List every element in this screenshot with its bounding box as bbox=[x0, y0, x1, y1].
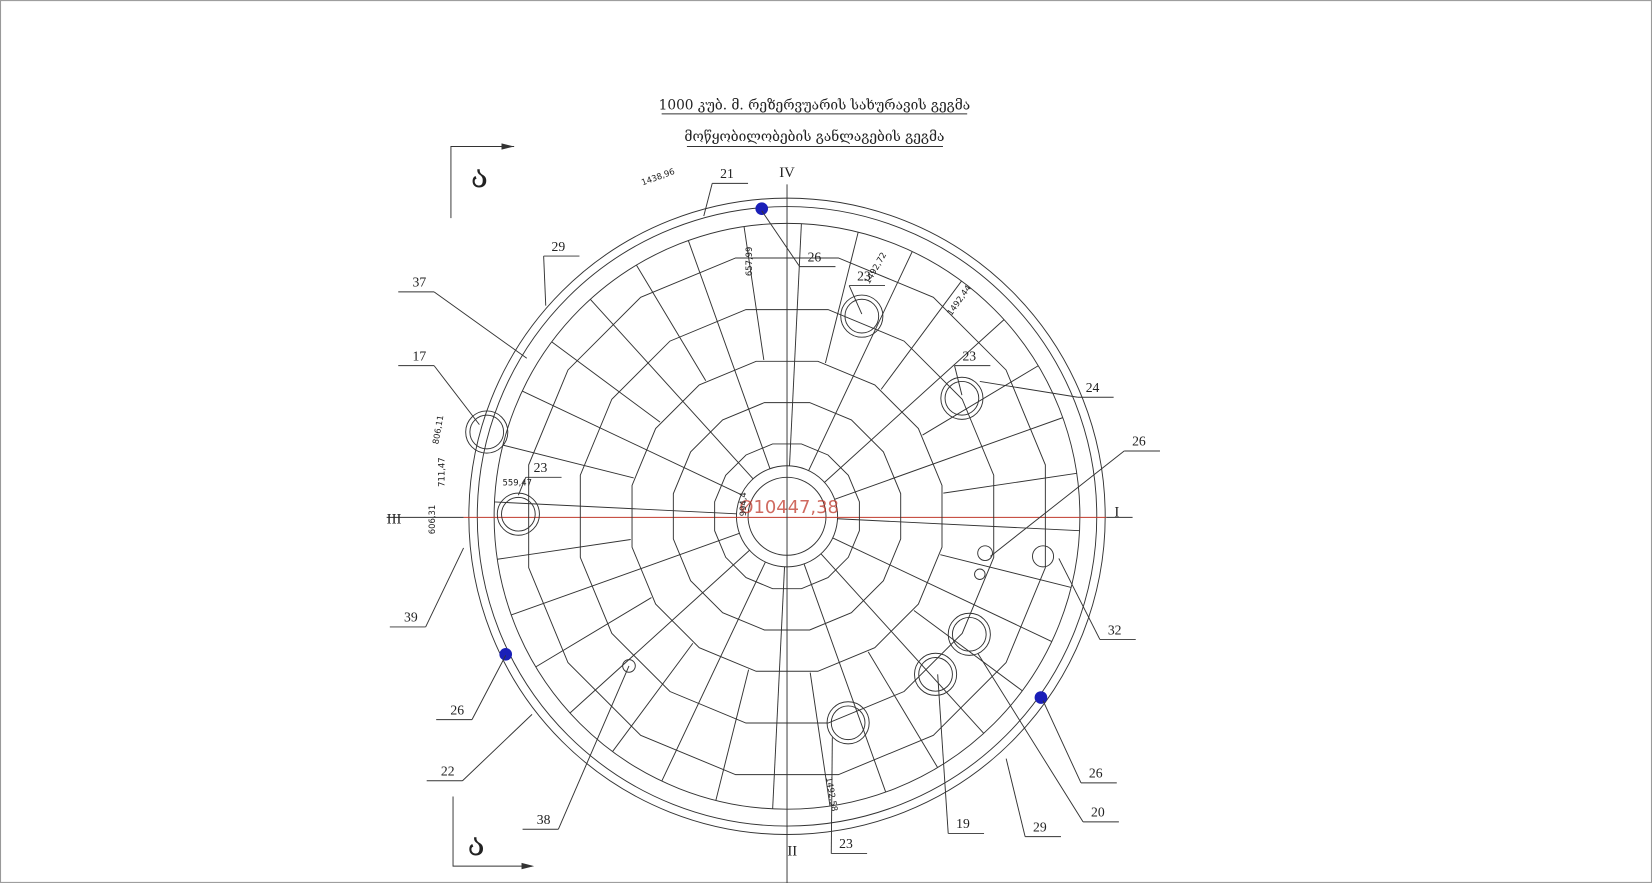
callout-label: 23 bbox=[839, 836, 853, 851]
axis-label: I bbox=[1114, 504, 1119, 520]
dimension-label: 559,47 bbox=[503, 478, 532, 488]
drawing: 1000 კუბ. მ. რეზერვუარის სახურავის გეგმა… bbox=[0, 0, 1652, 883]
callout-label: 24 bbox=[1086, 380, 1100, 395]
callout-label: 19 bbox=[956, 816, 970, 831]
callout-label: 26 bbox=[1089, 766, 1103, 781]
diameter-label: Ø10447,38 bbox=[739, 497, 839, 518]
axis-label: IV bbox=[779, 165, 795, 181]
callout-label: 21 bbox=[720, 166, 734, 181]
axis-label: III bbox=[387, 512, 402, 528]
callout-label: 26 bbox=[1132, 434, 1146, 449]
dimension-label: 711,47 bbox=[437, 457, 447, 486]
callout-label: 38 bbox=[537, 812, 551, 827]
dimension-label: 657,99 bbox=[744, 247, 754, 276]
callout-label: 37 bbox=[412, 275, 426, 290]
section-mark: ა bbox=[471, 160, 488, 196]
dimension-label: 606,31 bbox=[427, 505, 437, 534]
callout-label: 26 bbox=[450, 702, 464, 717]
section-mark: ა bbox=[468, 828, 485, 864]
callout-label: 39 bbox=[404, 610, 418, 625]
callout-label: 29 bbox=[1033, 819, 1047, 834]
title-line: 1000 კუბ. მ. რეზერვუარის სახურავის გეგმა bbox=[659, 98, 970, 114]
axis-label: II bbox=[787, 844, 797, 860]
callout-label: 29 bbox=[552, 239, 566, 254]
title-line: მოწყობილობების განლაგების გეგმა bbox=[684, 129, 944, 145]
callout-label: 17 bbox=[412, 348, 426, 363]
dimension-label: 994,4 bbox=[738, 492, 748, 516]
callout-label: 20 bbox=[1091, 805, 1105, 820]
callout-label: 23 bbox=[534, 460, 548, 475]
callout-label: 23 bbox=[962, 348, 976, 363]
callout-label: 23 bbox=[857, 268, 871, 283]
callout-label: 22 bbox=[441, 763, 455, 778]
callout-label: 26 bbox=[808, 249, 822, 264]
callout-label: 32 bbox=[1108, 622, 1122, 637]
